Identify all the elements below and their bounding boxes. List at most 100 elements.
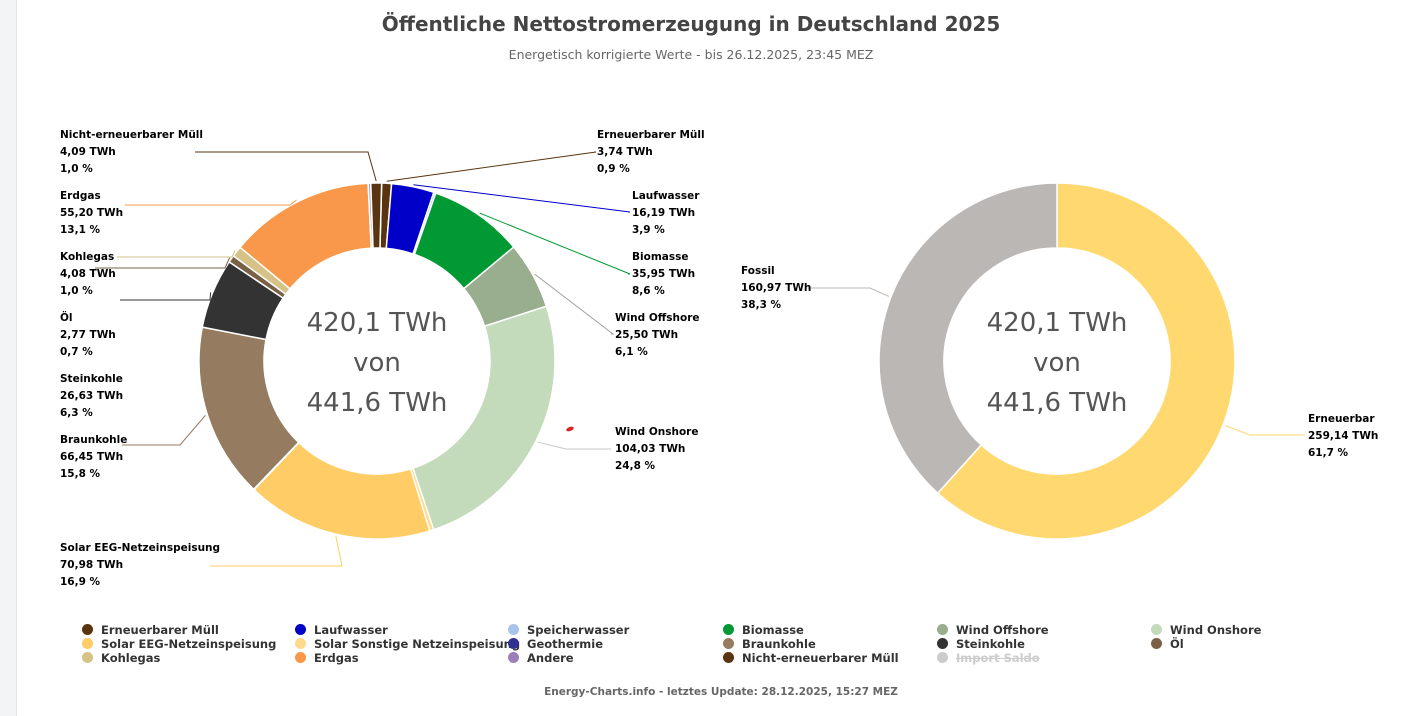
legend-label: Solar EEG-Netzeinspeisung <box>101 637 277 651</box>
legend-item-laufwasser[interactable]: Laufwasser <box>295 623 388 637</box>
chart-footer: Energy-Charts.info - letztes Update: 28.… <box>544 686 898 698</box>
legend-label: Speicherwasser <box>527 623 630 637</box>
connector-fossil <box>808 287 890 297</box>
connector-biomasse <box>479 212 631 275</box>
label-pct-fossil: 38,3 % <box>741 299 782 311</box>
legend-label: Wind Onshore <box>1170 623 1262 637</box>
legend-item-kohlegas[interactable]: Kohlegas <box>82 651 160 665</box>
label-name-laufwasser: Laufwasser <box>632 190 700 202</box>
label-value-solar-eeg-netzeinspeisung: 70,98 TWh <box>60 559 123 571</box>
label-name-wind-offshore: Wind Offshore <box>615 312 700 324</box>
center-label-line-3: 441,6 TWh <box>987 388 1128 418</box>
label-pct-braunkohle: 15,8 % <box>60 468 101 480</box>
connector-erdgas <box>125 199 297 206</box>
legend-item-erneuerbarer-muell[interactable]: Erneuerbarer Müll <box>82 623 219 637</box>
legend-item-biomasse[interactable]: Biomasse <box>723 623 804 637</box>
legend-item-andere[interactable]: Andere <box>508 651 574 665</box>
label-value-fossil: 160,97 TWh <box>741 282 811 294</box>
label-pct-kohlegas: 1,0 % <box>60 285 93 297</box>
legend-item-braunkohle[interactable]: Braunkohle <box>723 637 816 651</box>
legend-label: Geothermie <box>527 637 604 651</box>
donut-chart-2: Erneuerbar 259,14 TWh 61,7 % Fossil 160,97 T… <box>741 182 1378 540</box>
label-name-oel: Öl <box>60 310 73 324</box>
label-pct-biomasse: 8,6 % <box>632 285 665 297</box>
donut-chart-1: Erneuerbarer Müll 3,74 TWh 0,9 % Laufwasser… <box>60 129 705 588</box>
label-pct-solar-eeg-netzeinspeisung: 16,9 % <box>60 576 101 588</box>
label-pct-erneuerbar: 61,7 % <box>1308 447 1349 459</box>
connector-wind-offshore <box>534 273 615 335</box>
legend-dot <box>508 624 519 635</box>
label-name-erneuerbar: Erneuerbar <box>1308 413 1375 425</box>
connector-wind-onshore <box>537 441 611 450</box>
connector-erneuerbar <box>1224 425 1305 436</box>
legend-item-solar-eeg-netzeinspeisung[interactable]: Solar EEG-Netzeinspeisung <box>82 637 276 651</box>
connector-steinkohle <box>120 292 212 301</box>
legend-dot <box>508 652 519 663</box>
label-value-wind-onshore: 104,03 TWh <box>615 443 685 455</box>
label-name-steinkohle: Steinkohle <box>60 373 123 385</box>
legend-label: Kohlegas <box>101 651 161 665</box>
legend-dot <box>723 638 734 649</box>
legend-dot <box>82 652 93 663</box>
legend-dot <box>723 652 734 663</box>
legend-item-oel[interactable]: Öl <box>1151 637 1184 651</box>
label-name-braunkohle: Braunkohle <box>60 434 127 446</box>
legend-label: Solar Sonstige Netzeinspeisung <box>314 637 521 651</box>
legend-dot <box>295 638 306 649</box>
legend-item-solar-sonstige-netzeinspeisung[interactable]: Solar Sonstige Netzeinspeisung <box>295 637 520 651</box>
label-value-erdgas: 55,20 TWh <box>60 207 123 219</box>
label-name-erdgas: Erdgas <box>60 190 101 202</box>
label-value-braunkohle: 66,45 TWh <box>60 451 123 463</box>
legend-item-wind-onshore[interactable]: Wind Onshore <box>1151 623 1261 637</box>
center-label-line-3: 441,6 TWh <box>307 388 448 418</box>
label-pct-steinkohle: 6,3 % <box>60 407 93 419</box>
connector-solar-eeg-netzeinspeisung <box>210 536 343 567</box>
slice-fossil[interactable] <box>878 182 1058 495</box>
legend-label: Biomasse <box>742 623 804 637</box>
chart-title: Öffentliche Nettostromerzeugung in Deuts… <box>381 12 1001 36</box>
page-left-gutter <box>0 0 17 716</box>
center-label-line-2: von <box>1033 348 1081 378</box>
label-value-biomasse: 35,95 TWh <box>632 268 695 280</box>
legend-label: Erdgas <box>314 651 359 665</box>
legend-label: Öl <box>1170 637 1184 651</box>
legend-item-geothermie[interactable]: Geothermie <box>508 637 603 651</box>
label-pct-wind-offshore: 6,1 % <box>615 346 648 358</box>
legend-item-nicht-erneuerbarer-muell[interactable]: Nicht-erneuerbarer Müll <box>723 651 899 665</box>
slice-erneuerbar[interactable] <box>936 182 1236 540</box>
legend-dot <box>1151 638 1162 649</box>
legend-item-erdgas[interactable]: Erdgas <box>295 651 359 665</box>
legend-item-speicherwasser[interactable]: Speicherwasser <box>508 623 629 637</box>
legend-item-steinkohle[interactable]: Steinkohle <box>937 637 1025 651</box>
label-name-fossil: Fossil <box>741 265 775 277</box>
label-value-steinkohle: 26,63 TWh <box>60 390 123 402</box>
label-name-nicht-erneuerbarer-muell: Nicht-erneuerbarer Müll <box>60 129 203 141</box>
center-label-line-1: 420,1 TWh <box>307 308 448 338</box>
legend-label: Nicht-erneuerbarer Müll <box>742 651 899 665</box>
legend-dot <box>295 624 306 635</box>
label-value-erneuerbar: 259,14 TWh <box>1308 430 1378 442</box>
connector-oel <box>95 257 231 269</box>
legend-label: Braunkohle <box>742 637 816 651</box>
legend-label: Andere <box>527 651 574 665</box>
slice-nicht-erneuerbarer-muell[interactable] <box>369 182 383 249</box>
connector-laufwasser <box>413 184 631 213</box>
legend-dot <box>937 638 948 649</box>
label-value-kohlegas: 4,08 TWh <box>60 268 116 280</box>
red-marker <box>566 426 574 432</box>
label-value-nicht-erneuerbarer-muell: 4,09 TWh <box>60 146 116 158</box>
legend-dot <box>82 638 93 649</box>
legend-item-import-saldo[interactable]: Import Saldo <box>937 651 1040 665</box>
label-value-wind-offshore: 25,50 TWh <box>615 329 678 341</box>
label-name-solar-eeg-netzeinspeisung: Solar EEG-Netzeinspeisung <box>60 542 220 554</box>
label-pct-nicht-erneuerbarer-muell: 1,0 % <box>60 163 93 175</box>
label-name-biomasse: Biomasse <box>632 251 688 263</box>
legend-item-wind-offshore[interactable]: Wind Offshore <box>937 623 1049 637</box>
label-pct-oel: 0,7 % <box>60 346 93 358</box>
slice-wind-onshore[interactable] <box>412 305 556 531</box>
chart-subtitle: Energetisch korrigierte Werte - bis 26.1… <box>508 47 874 62</box>
legend-dot <box>82 624 93 635</box>
label-pct-erdgas: 13,1 % <box>60 224 101 236</box>
legend-dot <box>508 638 519 649</box>
